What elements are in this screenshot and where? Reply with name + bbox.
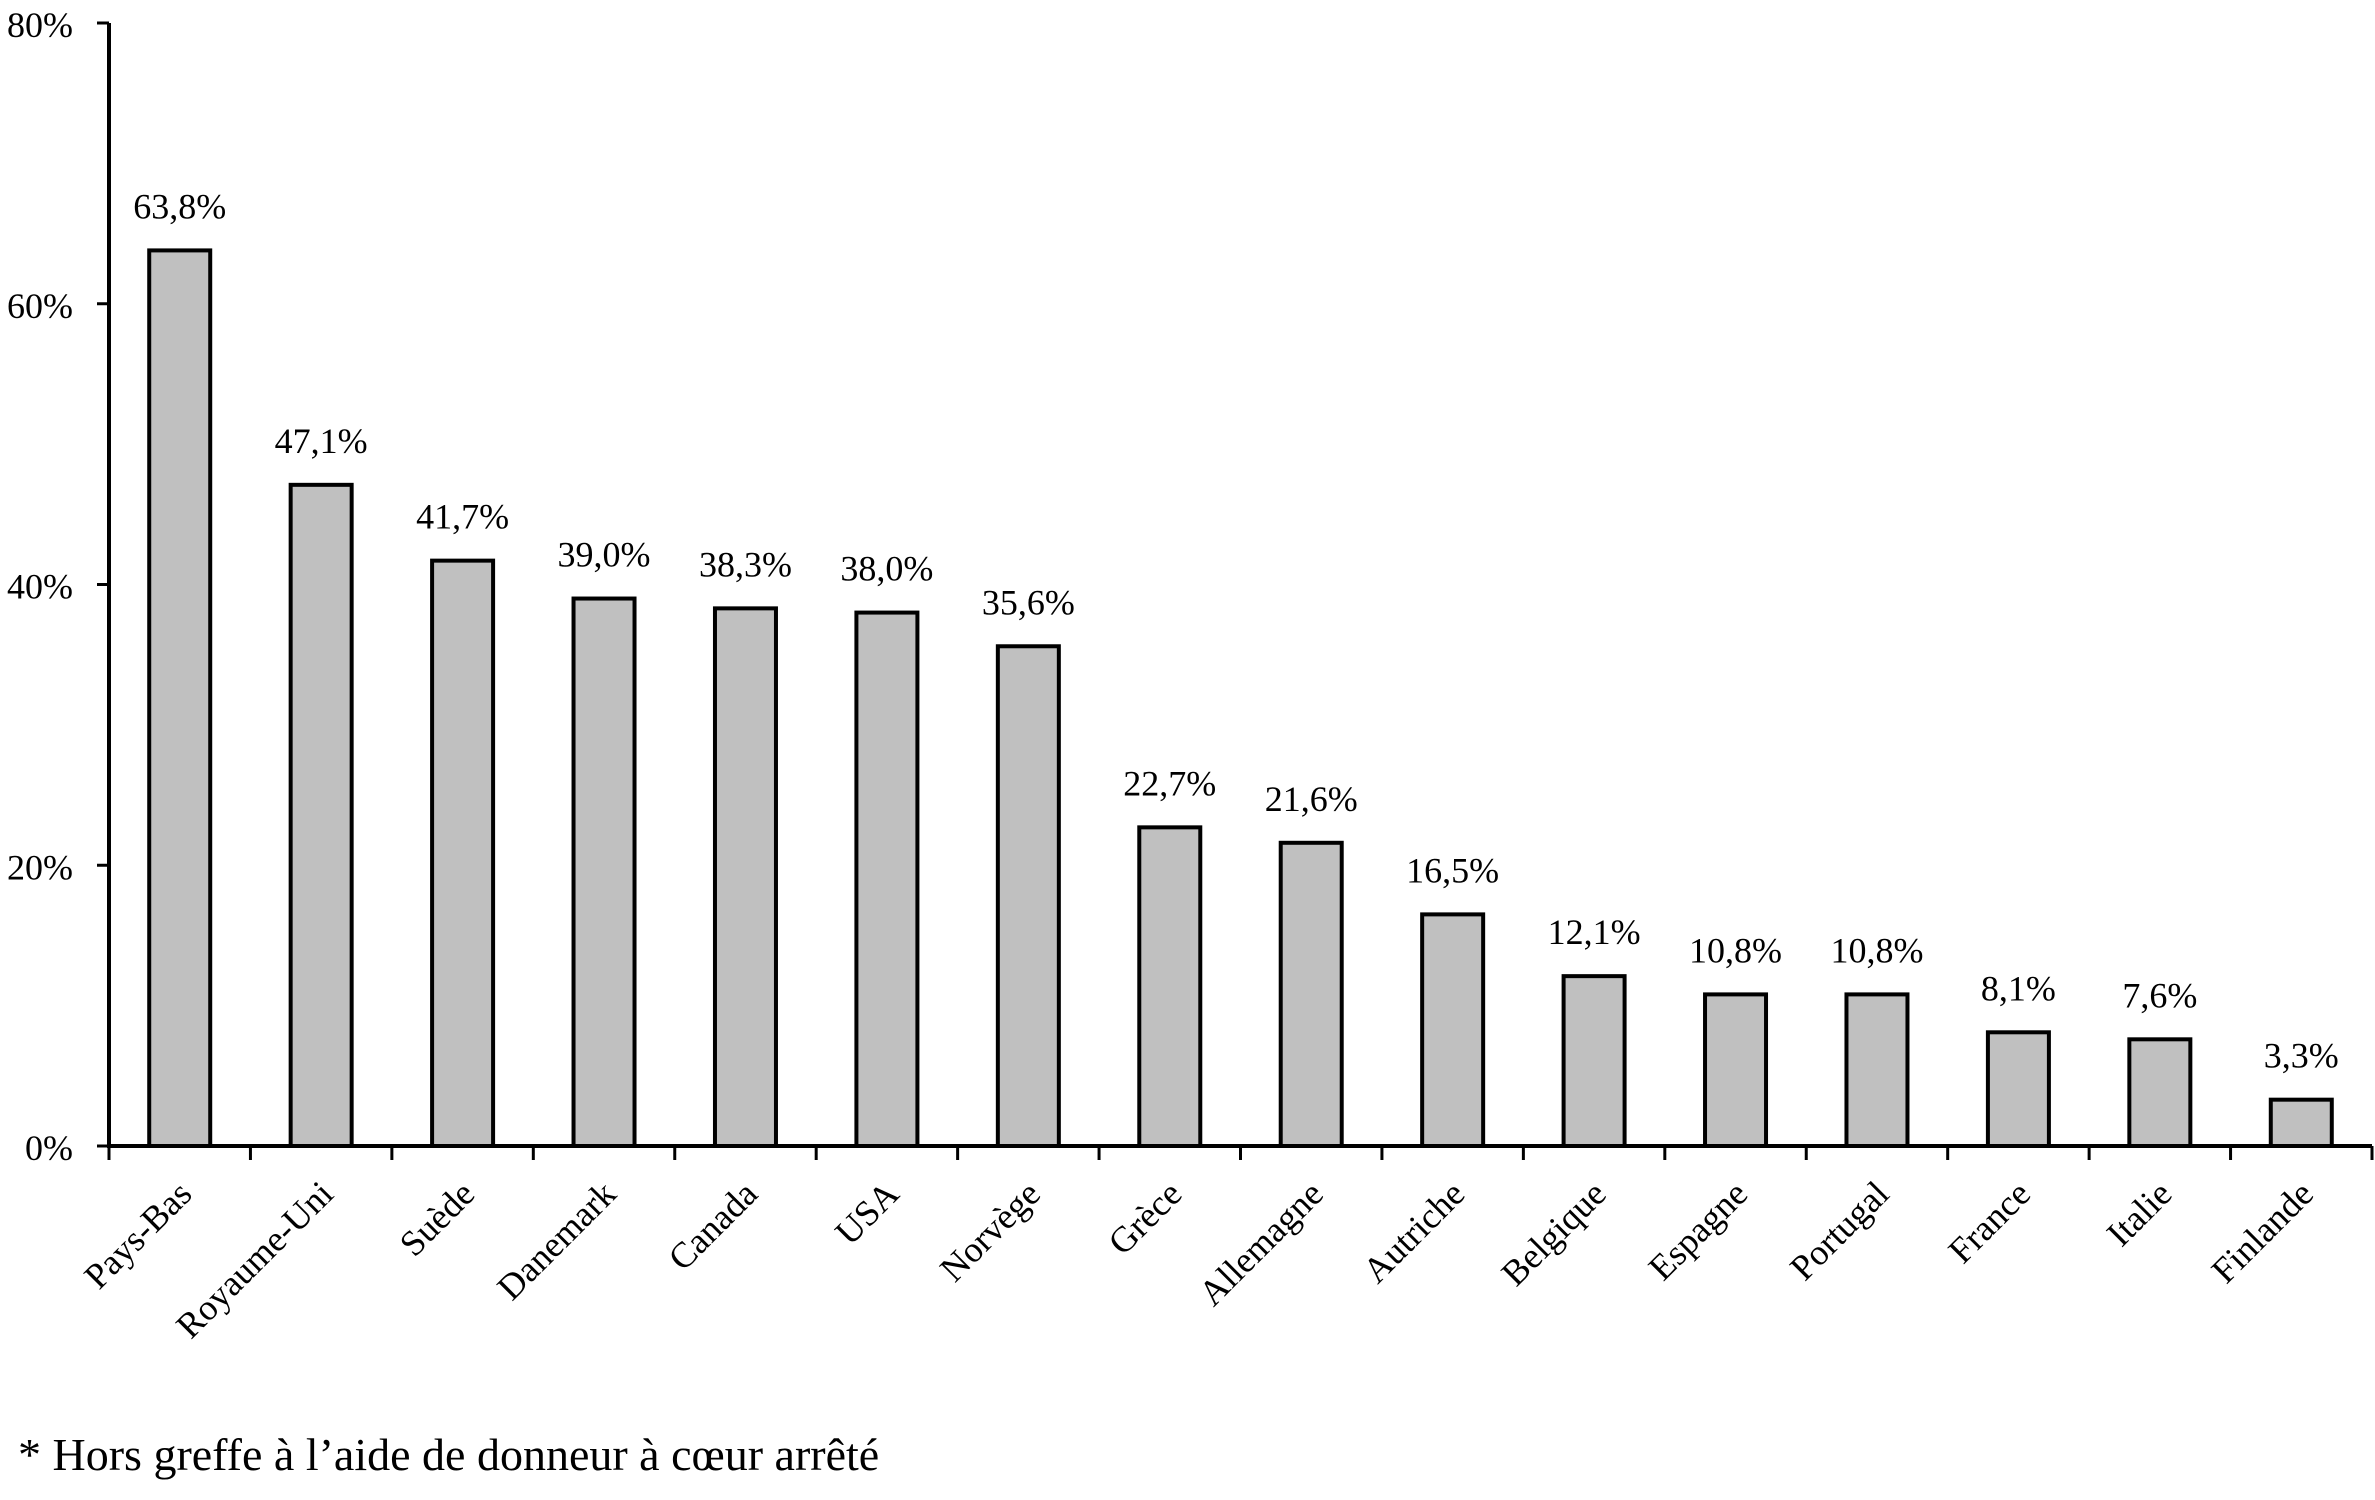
x-tick-label: Grèce [1100,1173,1189,1262]
bar-su-de [430,558,496,1148]
bar-danemark [571,596,637,1148]
y-tick-label: 40% [7,567,73,607]
bar-royaume-uni [288,482,354,1148]
bar-value-label: 63,8% [133,186,226,226]
bar-allemagne [1278,840,1344,1148]
bar-autriche [1420,912,1486,1148]
bar-value-label: 22,7% [1123,763,1216,803]
bar-portugal [1844,992,1910,1149]
y-tick-label: 0% [25,1128,73,1168]
bar-value-label: 41,7% [416,497,509,537]
y-tick-label: 60% [7,286,73,326]
y-tick-label: 80% [7,5,73,45]
footnote: * Hors greffe à l’aide de donneur à cœur… [18,1429,880,1480]
bar-belgique [1561,974,1627,1148]
bar-gr-ce [1137,825,1203,1148]
x-tick-label: France [1941,1173,2039,1271]
bar-value-label: 38,3% [699,544,792,584]
bar-canada [712,606,778,1148]
y-axis: 0% 20% 40% 60% 80% [7,5,111,1168]
bars: 63,8% 47,1% 41,7% 39,0% 38,3% 38,0% 35,6% 22,7%… [133,186,2339,1149]
bar-usa [854,610,920,1148]
x-tick-label: Norvège [932,1173,1048,1289]
bar-france [1985,1030,2051,1149]
x-tick-label: Canada [661,1173,766,1278]
x-tick-label: Portugal [1782,1173,1897,1288]
bar-value-label: 47,1% [275,421,368,461]
x-tick-label: Suède [392,1173,482,1263]
x-tick-label: Danemark [489,1173,623,1307]
bar-italie [2127,1037,2193,1148]
x-tick-label: Espagne [1641,1173,1756,1288]
x-tick-label: Allemagne [1191,1173,1331,1313]
x-tick-label: Pays-Bas [76,1173,199,1296]
bar-value-label: 38,0% [840,549,933,589]
y-tick-label: 20% [7,847,73,887]
x-tick-label: Autriche [1355,1173,1472,1290]
x-tick-label: Finlande [2204,1173,2321,1290]
bar-finlande [2268,1097,2334,1149]
x-tick-label: Italie [2099,1173,2180,1254]
bar-value-label: 35,6% [982,582,1075,622]
bar-value-label: 7,6% [2122,975,2197,1015]
bar-espagne [1703,992,1769,1149]
bar-pays-bas [147,248,213,1149]
bar-norv-ge [995,644,1061,1148]
bar-value-label: 8,1% [1981,968,2056,1008]
bar-value-label: 12,1% [1548,912,1641,952]
bar-value-label: 39,0% [558,535,651,575]
bar-value-label: 10,8% [1689,930,1782,970]
bar-value-label: 3,3% [2264,1036,2339,1076]
x-tick-label: Belgique [1494,1173,1614,1293]
bar-value-label: 21,6% [1265,779,1358,819]
bar-value-label: 10,8% [1830,930,1923,970]
x-tick-label: USA [827,1173,906,1252]
bar-value-label: 16,5% [1406,850,1499,890]
